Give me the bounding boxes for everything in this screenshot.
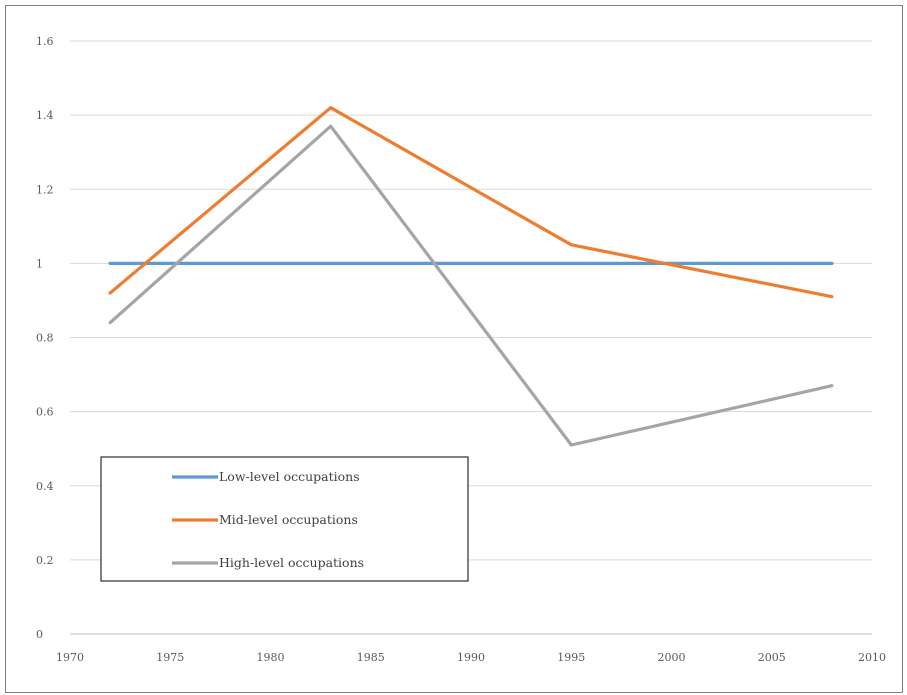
x-axis-tick-labels: 1970 1975 1980 1985 1990 1995 2000 2005 2010 [56, 651, 886, 664]
x-tick-label: 1970 [56, 651, 84, 664]
y-tick-label: 0.8 [36, 332, 54, 345]
x-tick-label: 1985 [357, 651, 385, 664]
x-tick-label: 2010 [858, 651, 886, 664]
x-tick-label: 2005 [758, 651, 786, 664]
y-tick-label: 1.4 [36, 109, 54, 122]
series-line-mid-level-occupations [108, 106, 834, 299]
x-tick-label: 1980 [257, 651, 285, 664]
x-tick-label: 1995 [557, 651, 585, 664]
y-tick-label: 1 [36, 257, 43, 270]
legend-label: High-level occupations [219, 555, 364, 570]
series-line-high-level-occupations [108, 124, 834, 447]
data-series [108, 106, 834, 447]
y-tick-label: 1.6 [36, 35, 54, 48]
x-tick-label: 1975 [156, 651, 184, 664]
y-tick-label: 0 [36, 628, 43, 641]
legend-box [100, 456, 469, 582]
y-tick-label: 1.2 [36, 183, 54, 196]
x-tick-label: 2000 [658, 651, 686, 664]
x-tick-label: 1990 [457, 651, 485, 664]
y-tick-label: 0.4 [36, 480, 54, 493]
y-tick-label: 0.2 [36, 554, 54, 567]
legend-label: Low-level occupations [219, 469, 360, 484]
y-axis-tick-labels: 0 0.2 0.4 0.6 0.8 1 1.2 1.4 1.6 [36, 35, 54, 641]
gridlines [70, 40, 872, 635]
legend-label: Mid-level occupations [219, 512, 358, 527]
chart-frame [5, 5, 903, 693]
legend: Low-level occupations Mid-level occupatio… [100, 456, 469, 582]
y-tick-label: 0.6 [36, 406, 54, 419]
